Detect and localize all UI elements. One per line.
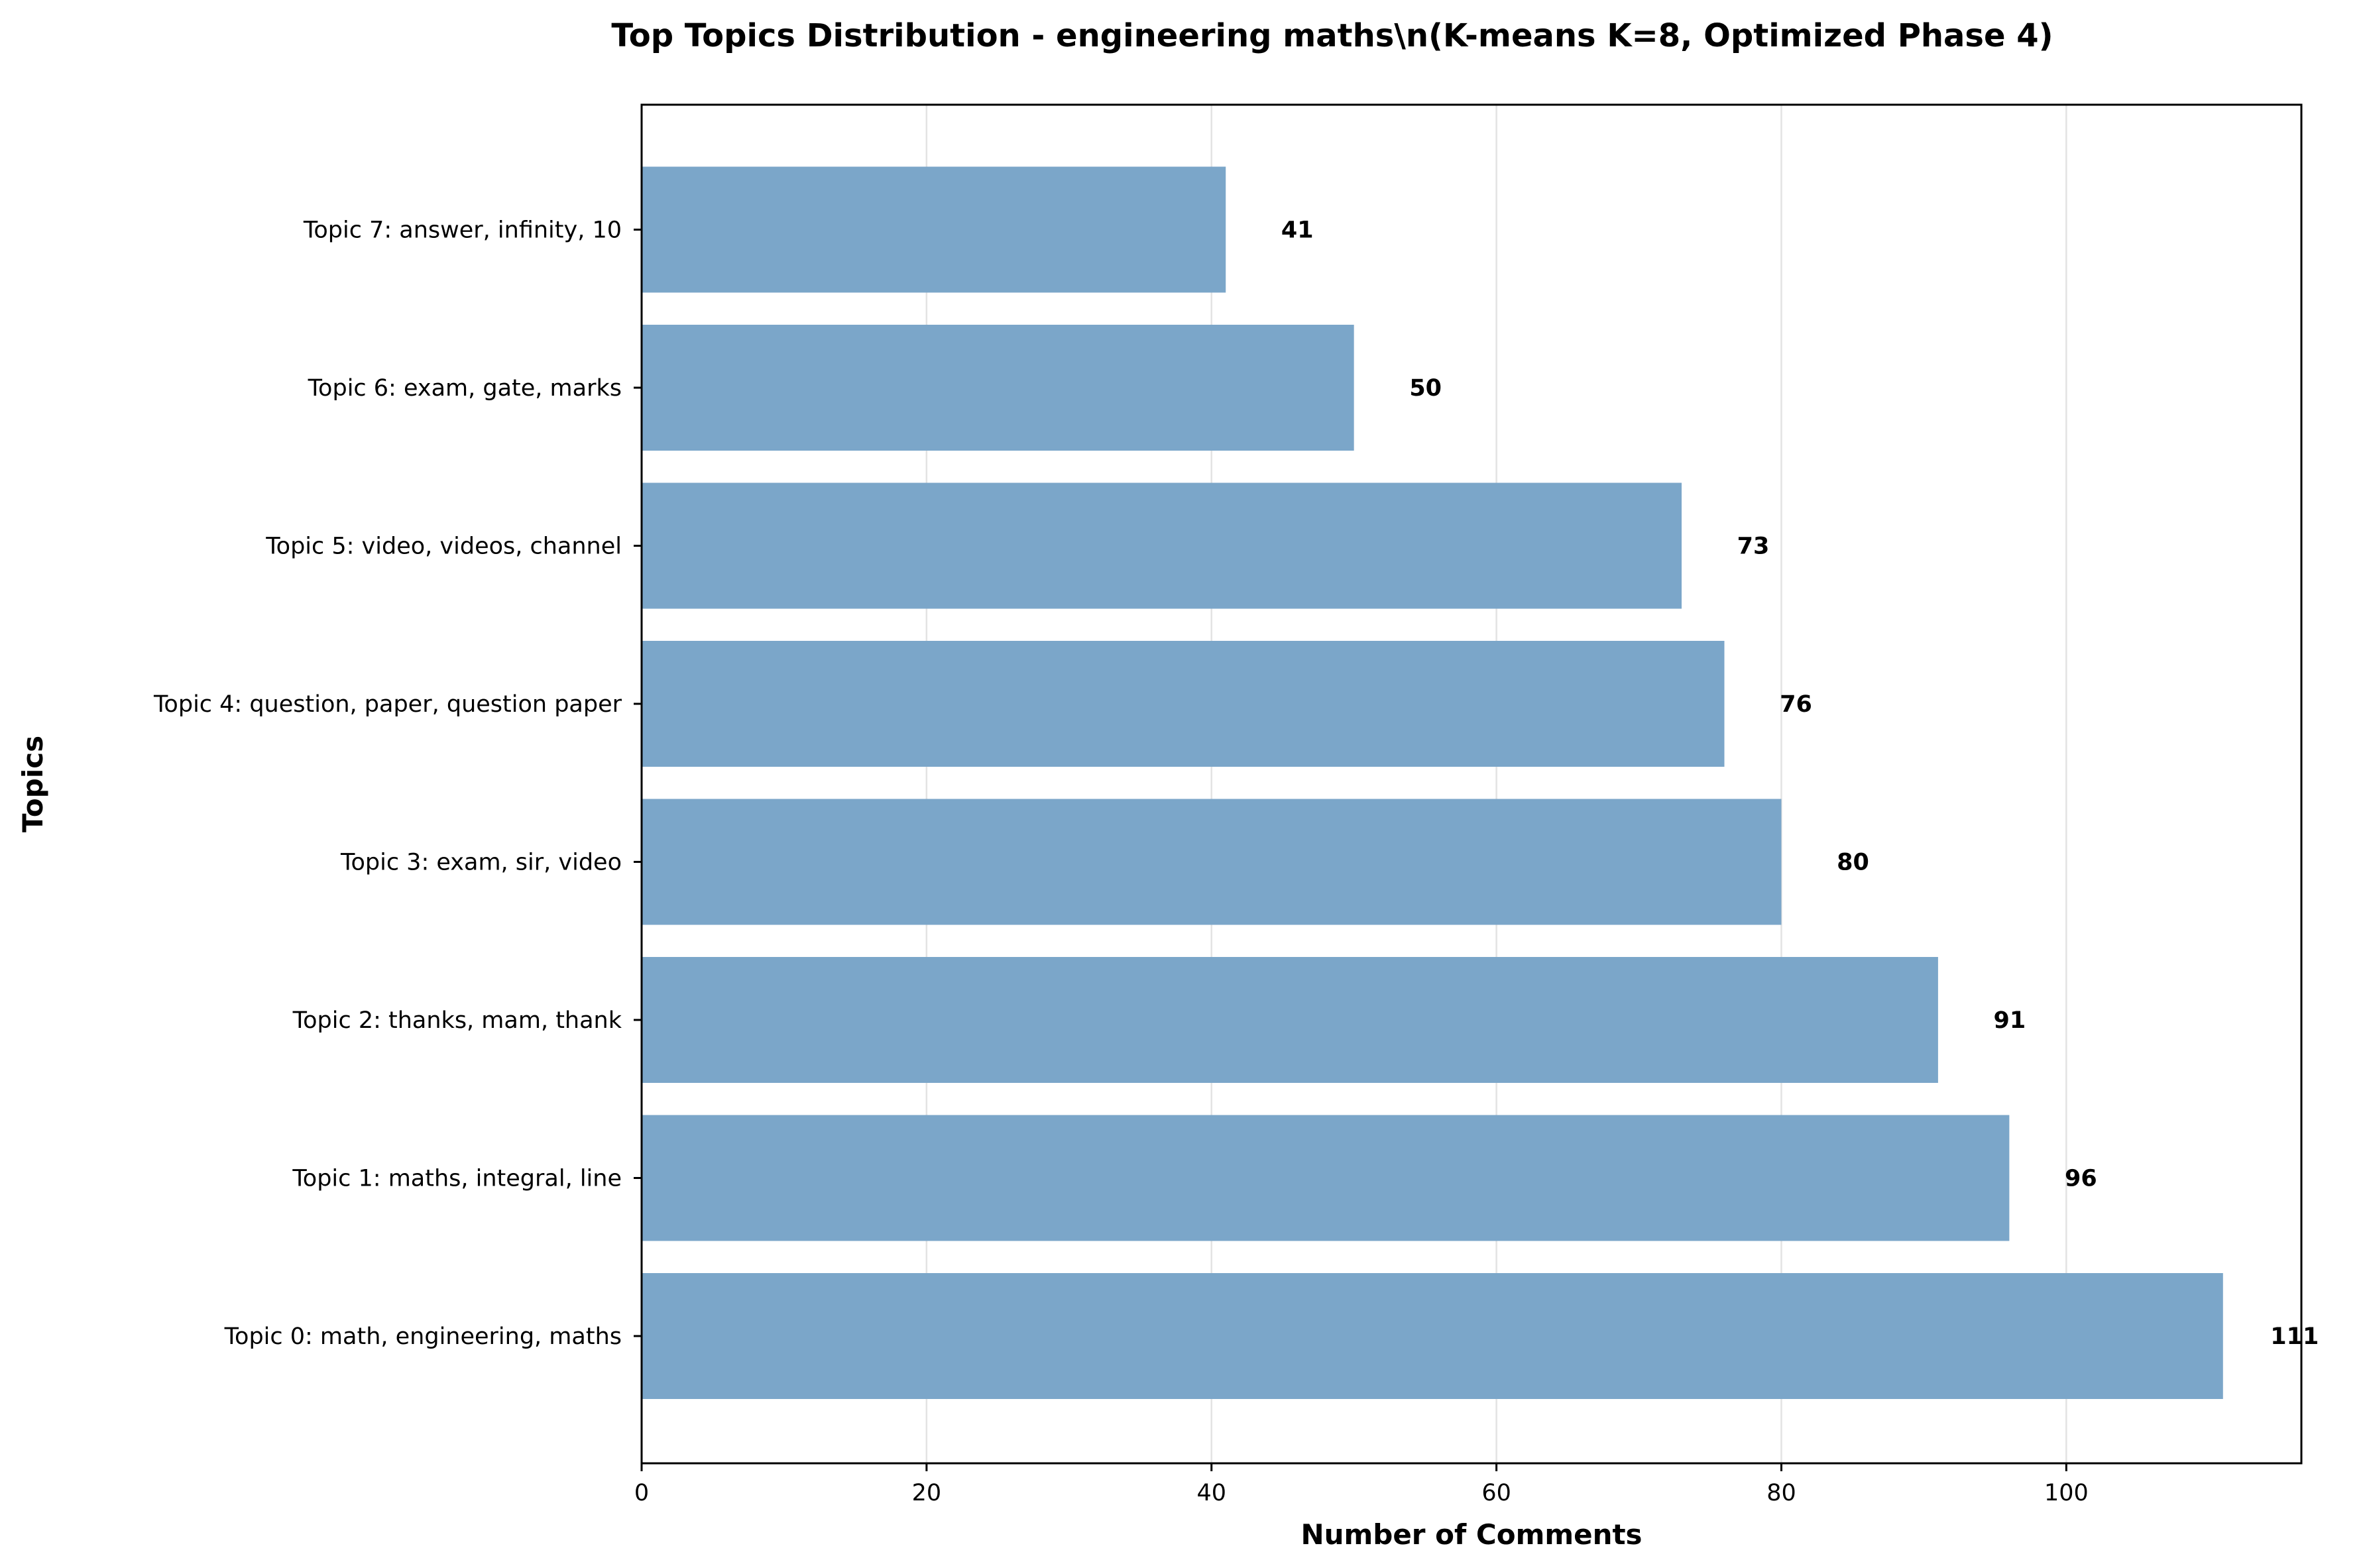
bar-value-label: 96 xyxy=(2065,1166,2097,1192)
plot-frame xyxy=(640,103,2303,1465)
x-tick-label: 60 xyxy=(1481,1480,1511,1506)
y-tick-label: Topic 3: exam, sir, video xyxy=(340,850,622,876)
y-tick-label: Topic 7: answer, infinity, 10 xyxy=(303,217,622,244)
bar xyxy=(642,166,1226,293)
bar xyxy=(642,325,1354,451)
bar xyxy=(642,1273,2223,1399)
y-tick-label: Topic 5: video, videos, channel xyxy=(265,533,622,560)
y-tick-label: Topic 4: question, paper, question paper xyxy=(153,691,622,718)
bar-value-label: 80 xyxy=(1837,850,1869,876)
bar-value-label: 111 xyxy=(2270,1323,2319,1350)
x-tick-label: 20 xyxy=(912,1480,942,1506)
x-axis: 0 20 40 60 80 100 xyxy=(634,1463,2089,1506)
y-axis: Topic 0: math, engineering, maths Topic 1… xyxy=(153,217,642,1350)
x-axis-label: Number of Comments xyxy=(1300,1518,1642,1551)
x-tick-label: 80 xyxy=(1766,1480,1796,1506)
x-tick-label: 0 xyxy=(634,1480,649,1506)
bar-value-label: 91 xyxy=(1994,1007,2026,1034)
bar-value-label: 76 xyxy=(1780,691,1812,718)
data-labels: 111 96 91 80 76 73 50 41 xyxy=(1281,217,2319,1351)
x-tick-label: 100 xyxy=(2044,1480,2089,1506)
bar xyxy=(642,1115,2010,1241)
bar-value-label: 41 xyxy=(1281,217,1314,244)
bars xyxy=(642,166,2223,1399)
bar xyxy=(642,641,1725,767)
y-tick-label: Topic 0: math, engineering, maths xyxy=(224,1323,622,1350)
x-tick-label: 40 xyxy=(1196,1480,1226,1506)
chart-title: Top Topics Distribution - engineering ma… xyxy=(611,17,2053,54)
bar-value-label: 50 xyxy=(1409,375,1442,402)
y-tick-label: Topic 1: maths, integral, line xyxy=(292,1166,622,1192)
y-tick-label: Topic 2: thanks, mam, thank xyxy=(292,1007,622,1034)
bar xyxy=(642,482,1682,609)
bar-value-label: 73 xyxy=(1737,533,1770,560)
bar xyxy=(642,957,1938,1083)
y-tick-label: Topic 6: exam, gate, marks xyxy=(308,375,622,402)
bar xyxy=(642,799,1782,925)
y-axis-label: Topics xyxy=(17,736,49,832)
